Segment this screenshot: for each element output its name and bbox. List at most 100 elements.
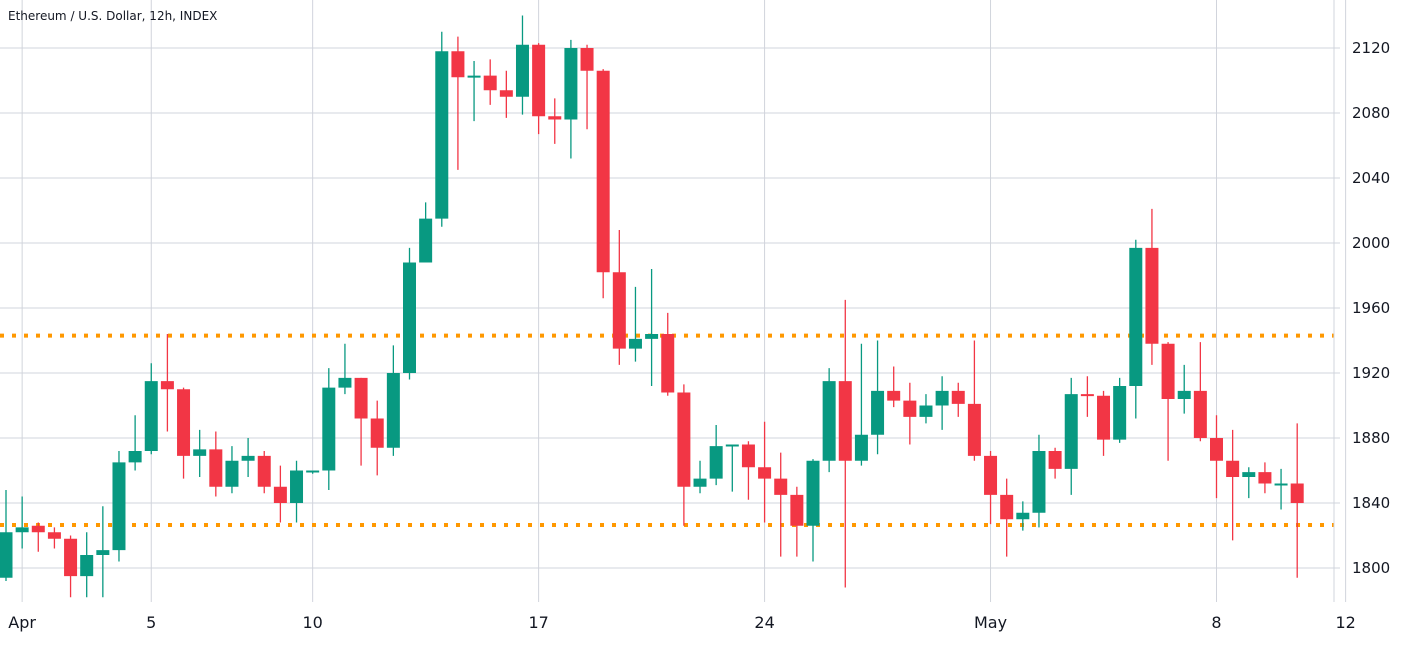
- candle-body: [838, 381, 852, 461]
- candle-bearish: [758, 421, 772, 523]
- candle-body: [984, 455, 998, 495]
- candle-body: [725, 444, 739, 447]
- candle-bearish: [580, 44, 594, 130]
- candle-bullish: [628, 286, 642, 362]
- candle-body: [919, 405, 933, 417]
- candle-body: [1097, 395, 1111, 440]
- candle-bearish: [354, 377, 368, 466]
- candle-bearish: [483, 59, 497, 105]
- candle-body: [322, 387, 336, 471]
- chart-title: Ethereum / U.S. Dollar, 12h, INDEX: [8, 9, 218, 23]
- candle-bearish: [838, 299, 852, 588]
- candle-body: [1274, 483, 1288, 486]
- candle-bullish: [806, 459, 820, 562]
- candle-body: [967, 403, 981, 456]
- candle-bullish: [1064, 377, 1078, 495]
- candle-bullish: [693, 460, 707, 494]
- candle-body: [1129, 247, 1143, 386]
- candle-bearish: [1193, 342, 1207, 442]
- candles: [0, 15, 1304, 598]
- candle-bullish: [1129, 239, 1143, 419]
- candle-bearish: [677, 384, 691, 526]
- candle-body: [1032, 451, 1046, 513]
- candle-bearish: [548, 98, 562, 144]
- candle-body: [467, 75, 481, 78]
- candle-bearish: [1226, 429, 1240, 541]
- candle-body: [273, 486, 287, 503]
- price-axis[interactable]: 1800 1840 1880 1920 1960 2000 2040 2080 2120: [1334, 39, 1390, 577]
- candle-body: [160, 381, 174, 390]
- candle-bullish: [193, 429, 207, 477]
- candle-bearish: [774, 452, 788, 557]
- candle-body: [548, 116, 562, 120]
- candle-body: [386, 373, 400, 448]
- candle-body: [1226, 460, 1240, 477]
- price-tick-label: 2080: [1352, 104, 1390, 122]
- candle-bullish: [80, 532, 94, 598]
- candle-body: [1064, 394, 1078, 469]
- candle-bearish: [1210, 415, 1223, 499]
- candle-bearish: [661, 312, 675, 396]
- candle-body: [112, 462, 126, 551]
- time-axis[interactable]: Apr 5 10 17 24 May 8 12: [8, 613, 1356, 632]
- candle-body: [806, 460, 820, 526]
- candle-bullish: [1242, 467, 1256, 499]
- candle-body: [241, 455, 255, 461]
- time-tick-label: 5: [146, 613, 156, 632]
- candle-body: [628, 338, 642, 349]
- candle-body: [612, 272, 626, 349]
- candle-body: [1258, 472, 1272, 484]
- time-tick-label: 12: [1335, 613, 1355, 632]
- candle-bearish: [532, 43, 546, 135]
- candle-bullish: [935, 376, 949, 430]
- candle-body: [951, 390, 965, 404]
- price-tick-label: 1800: [1352, 559, 1390, 577]
- candle-bullish: [871, 340, 885, 455]
- candle-body: [822, 381, 836, 461]
- candle-bullish: [1177, 364, 1191, 414]
- candle-bullish: [112, 451, 126, 562]
- candle-body: [144, 381, 158, 451]
- candle-bullish: [1274, 468, 1288, 510]
- time-tick-label: 17: [528, 613, 548, 632]
- price-tick-label: 2120: [1352, 39, 1390, 57]
- candle-body: [370, 418, 384, 448]
- candle-bearish: [1097, 390, 1111, 456]
- grid-lines: [0, 0, 1347, 602]
- candle-bullish: [564, 39, 578, 159]
- candle-bullish: [0, 490, 13, 581]
- candle-body: [338, 377, 352, 388]
- candle-bearish: [790, 486, 804, 557]
- candle-bearish: [903, 382, 917, 445]
- candle-body: [774, 478, 788, 495]
- candle-body: [419, 218, 433, 263]
- candle-bullish: [1113, 377, 1127, 443]
- candle-body: [580, 48, 594, 71]
- candle-body: [1080, 394, 1094, 397]
- candle-bearish: [612, 230, 626, 365]
- candle-body: [177, 389, 191, 456]
- candle-body: [1193, 390, 1207, 438]
- price-tick-label: 1960: [1352, 299, 1390, 317]
- candle-bullish: [515, 15, 529, 115]
- candle-body: [677, 392, 691, 487]
- candle-body: [403, 262, 416, 373]
- candle-body: [15, 527, 29, 533]
- candle-bearish: [984, 451, 998, 525]
- candle-bearish: [177, 387, 191, 479]
- candle-bearish: [47, 527, 61, 549]
- candle-bullish: [725, 444, 739, 492]
- candle-body: [854, 434, 868, 461]
- candle-bearish: [209, 431, 223, 497]
- candle-bearish: [31, 522, 45, 552]
- candle-body: [758, 467, 772, 479]
- price-tick-label: 1840: [1352, 494, 1390, 512]
- candle-body: [564, 48, 578, 120]
- candle-bearish: [967, 340, 981, 461]
- candle-bullish: [1032, 434, 1046, 528]
- candle-body: [1000, 494, 1014, 520]
- candle-bullish: [403, 247, 416, 380]
- candle-bearish: [1145, 208, 1159, 365]
